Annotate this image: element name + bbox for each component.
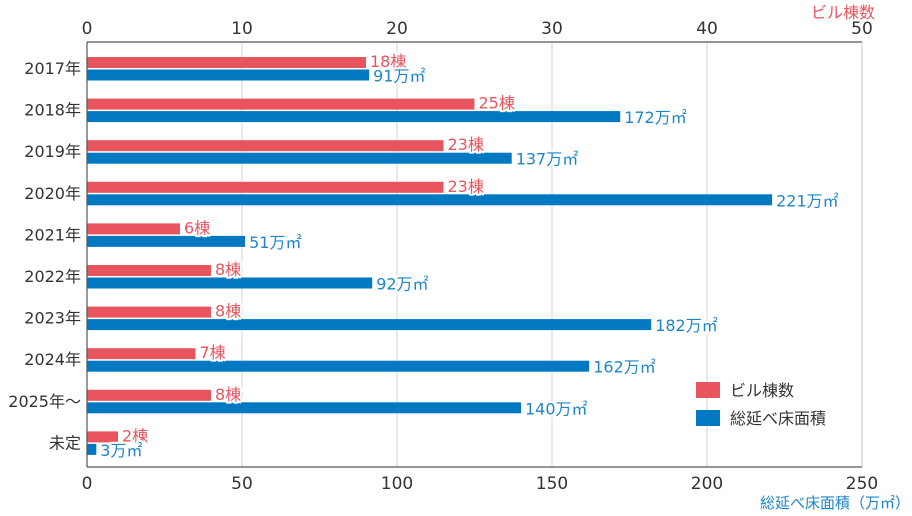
bars (87, 57, 773, 455)
category-label: 2023年 (24, 309, 81, 328)
bottom-axis-title: 総延べ床面積（万㎡） (760, 494, 910, 512)
data-label-buildings: 6棟 (184, 218, 210, 237)
bar-buildings (87, 223, 180, 235)
category-label: 2018年 (24, 101, 81, 120)
bar-buildings (87, 389, 211, 401)
legend-swatch-floor-area (696, 410, 720, 426)
data-label-floor-area: 91万㎡ (373, 67, 425, 86)
bottom-axis-tick-label: 200 (691, 474, 723, 494)
data-label-floor-area: 51万㎡ (249, 233, 301, 252)
bar-floor-area (87, 111, 621, 123)
legend-label-buildings: ビル棟数 (730, 381, 794, 400)
data-label-buildings: 2棟 (122, 426, 148, 445)
bar-buildings (87, 306, 211, 318)
bar-buildings (87, 348, 196, 360)
category-label: 未定 (49, 433, 81, 452)
bar-floor-area (87, 360, 590, 372)
data-label-buildings: 18棟 (370, 52, 406, 71)
bottom-axis-tick-label: 100 (381, 474, 413, 494)
top-axis-tick-label: 20 (386, 19, 408, 39)
data-label-floor-area: 172万㎡ (624, 108, 687, 127)
bar-buildings (87, 140, 444, 152)
bar-floor-area (87, 319, 652, 331)
bar-floor-area (87, 69, 370, 81)
top-axis-tick-label: 0 (82, 19, 93, 39)
bar-buildings (87, 181, 444, 193)
bar-floor-area (87, 443, 97, 455)
bar-floor-area (87, 152, 512, 164)
category-label: 2025年〜 (8, 392, 81, 411)
data-label-buildings: 8棟 (215, 385, 241, 404)
bottom-axis: 総延べ床面積（万㎡） 0 50 100 150 200 250 (82, 474, 910, 512)
bar-floor-area (87, 277, 373, 289)
data-label-buildings: 23棟 (448, 135, 484, 154)
bottom-axis-tick-label: 0 (82, 474, 93, 494)
category-label: 2022年 (24, 267, 81, 286)
bar-floor-area (87, 235, 246, 247)
bar-buildings (87, 98, 475, 110)
legend-swatch-buildings (696, 382, 720, 398)
top-axis-tick-label: 30 (541, 19, 563, 39)
bar-buildings (87, 431, 118, 443)
data-label-floor-area: 92万㎡ (376, 275, 428, 294)
data-label-floor-area: 140万㎡ (525, 399, 588, 418)
bar-floor-area (87, 402, 521, 414)
category-label: 2020年 (24, 184, 81, 203)
category-label: 2019年 (24, 142, 81, 161)
bar-buildings (87, 265, 211, 276)
top-axis-tick-label: 10 (231, 19, 253, 39)
bar-buildings (87, 57, 366, 68)
data-label-buildings: 7棟 (200, 343, 226, 362)
bottom-axis-tick-label: 250 (846, 474, 878, 494)
data-label-floor-area: 182万㎡ (655, 316, 718, 335)
legend-label-floor-area: 総延べ床面積 (730, 409, 826, 428)
data-label-floor-area: 137万㎡ (516, 150, 579, 169)
data-label-floor-area: 221万㎡ (776, 191, 839, 210)
category-label: 2021年 (24, 225, 81, 244)
top-axis-title: ビル棟数 (811, 3, 875, 22)
data-label-buildings: 23棟 (448, 177, 484, 196)
plot-frame (86, 41, 863, 468)
top-axis: ビル棟数 0 10 20 30 40 50 (82, 3, 875, 39)
legend: ビル棟数 総延べ床面積 (696, 381, 826, 428)
data-label-buildings: 8棟 (215, 302, 241, 321)
data-label-buildings: 25棟 (479, 94, 515, 113)
category-label: 2024年 (24, 350, 81, 369)
top-axis-tick-label: 50 (851, 19, 873, 39)
bottom-axis-tick-label: 50 (231, 474, 253, 494)
bottom-axis-tick-label: 150 (536, 474, 568, 494)
category-labels: 2017年 2018年 2019年 2020年 2021年 2022年 2023年 2024年… (8, 59, 81, 452)
bar-floor-area (87, 194, 773, 206)
data-label-floor-area: 162万㎡ (593, 358, 656, 377)
data-label-buildings: 8棟 (215, 260, 241, 279)
data-label-floor-area: 3万㎡ (100, 441, 142, 460)
category-label: 2017年 (24, 59, 81, 78)
top-axis-tick-label: 40 (696, 19, 718, 39)
